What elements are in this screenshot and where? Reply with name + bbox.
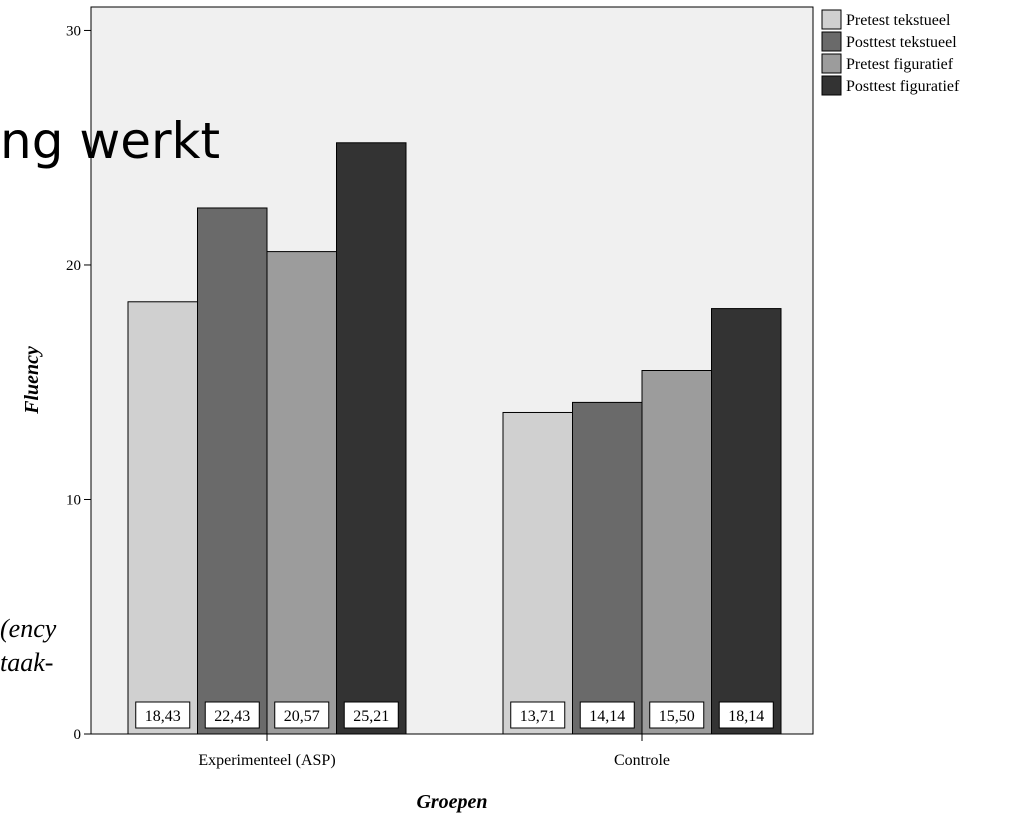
value-label: 18,43 <box>145 708 181 725</box>
bar <box>266 251 337 735</box>
value-label: 13,71 <box>520 708 556 725</box>
value-label-box <box>343 701 399 729</box>
legend-label: Posttest figuratief <box>846 78 960 95</box>
legend-swatch <box>821 53 842 74</box>
legend-label: Pretest tekstueel <box>846 12 951 29</box>
value-label: 15,50 <box>659 708 695 725</box>
value-label-box <box>579 701 635 729</box>
side-text-line-1: ency) <box>0 614 57 643</box>
x-axis: Experimenteel (ASP) Controle <box>198 734 670 769</box>
value-label-box <box>204 701 260 729</box>
side-text-line-2: -taak <box>0 648 54 677</box>
legend: Pretest tekstueel Posttest tekstueel Prete… <box>821 9 960 96</box>
value-label: 14,14 <box>589 708 625 725</box>
y-axis-label: Fluency <box>21 346 43 415</box>
bar <box>336 142 407 735</box>
x-tick-label: Experimenteel (ASP) <box>198 752 335 769</box>
y-tick-label: 10 <box>66 492 81 508</box>
x-tick-label: Controle <box>614 752 670 769</box>
legend-swatch <box>821 9 842 30</box>
y-axis: 0 10 20 30 <box>66 23 91 743</box>
bar <box>127 301 198 735</box>
bar <box>572 401 643 735</box>
slide-title: ng werkt <box>0 112 221 170</box>
y-tick-label: 0 <box>74 727 82 743</box>
bar <box>197 207 268 735</box>
value-labels-group: 18,43 22,43 20,57 25,21 13,71 14,14 15,50 18,14 <box>135 701 774 729</box>
value-label: 18,14 <box>728 708 764 725</box>
bar <box>641 370 712 735</box>
legend-label: Pretest figuratief <box>846 56 954 73</box>
value-label-box <box>649 701 705 729</box>
y-tick-label: 30 <box>66 23 81 39</box>
value-label: 22,43 <box>214 708 250 725</box>
y-tick-label: 20 <box>66 258 81 274</box>
legend-swatch <box>821 75 842 96</box>
bar <box>711 308 782 735</box>
value-label-box <box>274 701 330 729</box>
x-axis-label: Groepen <box>416 791 487 813</box>
bar <box>502 411 573 735</box>
value-label-box <box>135 701 191 729</box>
value-label: 20,57 <box>284 708 320 725</box>
value-label: 25,21 <box>353 708 389 725</box>
legend-label: Posttest tekstueel <box>846 34 957 51</box>
value-label-box <box>510 701 566 729</box>
bars-group <box>127 142 782 735</box>
value-label-box <box>718 701 774 729</box>
legend-swatch <box>821 31 842 52</box>
